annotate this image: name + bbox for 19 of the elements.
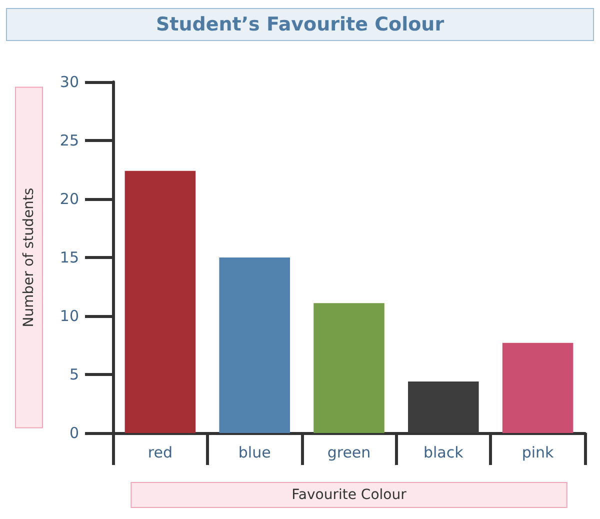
x-tick-label: blue <box>238 444 271 462</box>
bar <box>502 342 574 433</box>
x-axis-title: Favourite Colour <box>292 487 407 503</box>
x-tick-label: pink <box>522 444 554 462</box>
chart-title: Student’s Favourite Colour <box>156 14 445 36</box>
y-tick-label: 0 <box>69 424 79 442</box>
x-tick-label: red <box>148 444 172 462</box>
y-tick-label: 20 <box>60 190 79 208</box>
y-tick-label: 15 <box>60 248 79 266</box>
y-tick-label: 10 <box>60 307 79 325</box>
y-tick-label: 5 <box>69 366 79 384</box>
bar <box>219 258 290 433</box>
y-tick-label: 30 <box>60 73 79 91</box>
y-axis-title: Number of students <box>21 188 37 328</box>
x-tick-label: green <box>327 444 371 462</box>
bar <box>124 170 196 433</box>
x-tick-label: black <box>423 444 464 462</box>
bar <box>314 303 384 433</box>
y-tick-label: 25 <box>60 132 79 150</box>
